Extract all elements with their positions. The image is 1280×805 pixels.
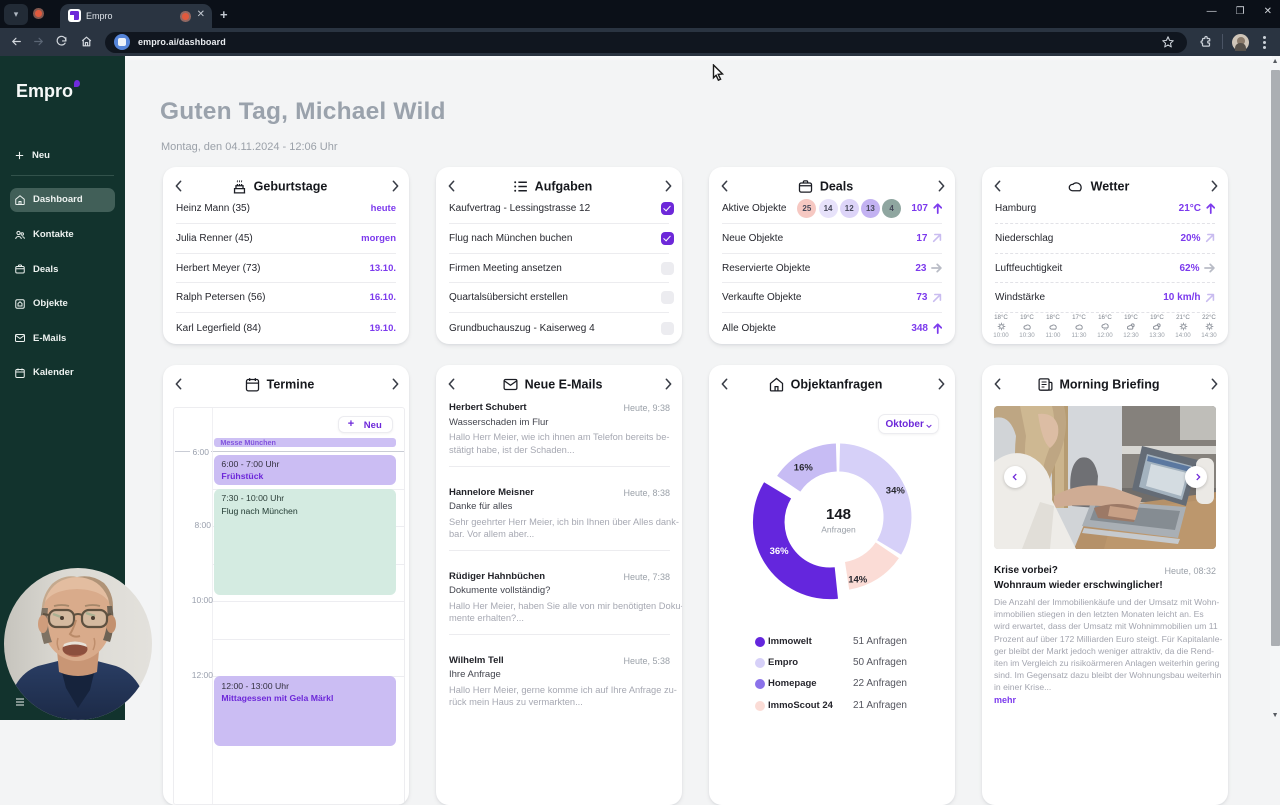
svg-text:36%: 36% [770, 546, 790, 557]
svg-text:148: 148 [826, 506, 851, 523]
svg-text:Anfragen: Anfragen [821, 524, 856, 534]
svg-text:16%: 16% [794, 462, 814, 473]
svg-text:14%: 14% [848, 574, 868, 585]
svg-text:34%: 34% [886, 485, 906, 496]
